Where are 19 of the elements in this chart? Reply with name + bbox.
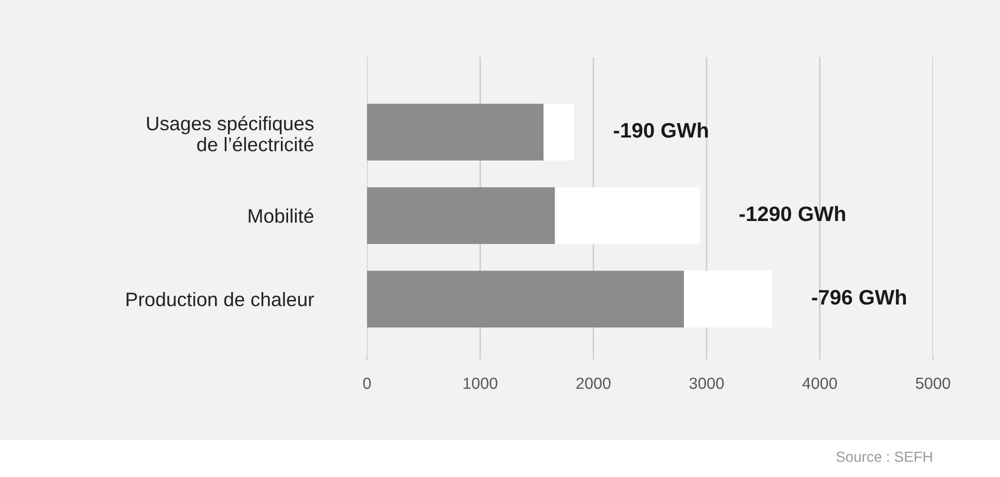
x-tick-label: 1000 bbox=[464, 378, 498, 389]
x-tick-label: 4000 bbox=[802, 378, 837, 389]
y-tick-label: Production de chaleur bbox=[126, 292, 314, 306]
annotation: -190 GWh bbox=[614, 122, 708, 138]
y-tick-label: Usages spécifiques de l’électricité bbox=[147, 116, 314, 152]
bar bbox=[367, 104, 544, 161]
bar bbox=[684, 270, 772, 328]
x-tick-label: 3000 bbox=[689, 378, 724, 389]
bar bbox=[544, 104, 574, 161]
x-tick-label: 5000 bbox=[916, 378, 950, 389]
x-tick-label: 2000 bbox=[576, 378, 611, 389]
source-note: Source : SEFH bbox=[836, 452, 932, 462]
y-tick-label: Mobilité bbox=[248, 208, 314, 223]
bar bbox=[367, 187, 555, 244]
annotation: -1290 GWh bbox=[740, 206, 846, 222]
x-tick-label: 0 bbox=[363, 378, 371, 389]
bar bbox=[367, 270, 684, 328]
bar bbox=[554, 187, 700, 244]
annotation: -796 GWh bbox=[812, 289, 906, 305]
